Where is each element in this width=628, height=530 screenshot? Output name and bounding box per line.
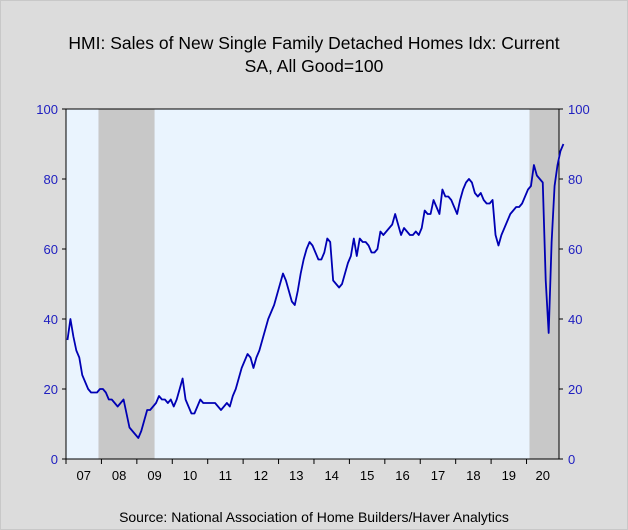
y-tick-label-left: 80 — [44, 172, 58, 187]
y-tick-label-left: 20 — [44, 382, 58, 397]
x-tick-label: 07 — [76, 468, 90, 483]
x-tick-label: 12 — [254, 468, 268, 483]
x-tick-label: 14 — [324, 468, 338, 483]
x-tick-label: 17 — [431, 468, 445, 483]
source-note: Source: National Association of Home Bui… — [119, 509, 509, 525]
y-tick-label-right: 60 — [568, 242, 582, 257]
x-tick-label: 10 — [183, 468, 197, 483]
y-tick-label-left: 60 — [44, 242, 58, 257]
y-tick-label-right: 20 — [568, 382, 582, 397]
chart-title-line1: HMI: Sales of New Single Family Detached… — [68, 33, 560, 53]
plot-border — [65, 108, 560, 460]
y-tick-label-left: 100 — [36, 102, 58, 117]
x-tick-label: 13 — [289, 468, 303, 483]
chart-title-line2: SA, All Good=100 — [244, 56, 384, 76]
x-tick-label: 18 — [466, 468, 480, 483]
recession-band — [529, 109, 559, 459]
x-tick-label: 20 — [536, 468, 550, 483]
y-tick-label-left: 40 — [44, 312, 58, 327]
chart-title: HMI: Sales of New Single Family Detached… — [0, 32, 628, 78]
x-tick-label: 15 — [360, 468, 374, 483]
x-tick-label: 09 — [147, 468, 161, 483]
y-tick-label-left: 0 — [51, 452, 58, 467]
series-line — [66, 143, 565, 439]
y-tick-label-right: 0 — [568, 452, 575, 467]
x-tick-label: 11 — [219, 468, 233, 483]
recession-band — [98, 109, 155, 459]
x-tick-label: 19 — [502, 468, 516, 483]
y-tick-label-right: 100 — [568, 102, 590, 117]
x-tick-label: 08 — [112, 468, 126, 483]
y-tick-label-right: 80 — [568, 172, 582, 187]
x-tick-label: 16 — [395, 468, 409, 483]
y-tick-label-right: 40 — [568, 312, 582, 327]
